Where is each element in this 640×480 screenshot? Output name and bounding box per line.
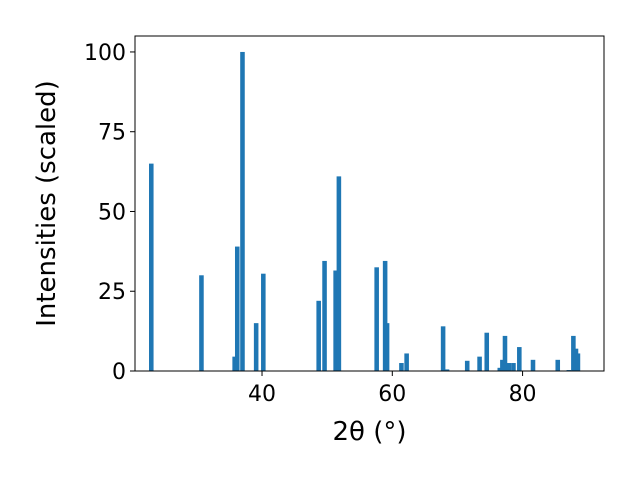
bar bbox=[240, 51, 245, 371]
y-tick-label: 25 bbox=[98, 280, 126, 305]
bar bbox=[530, 359, 536, 371]
x-axis: 40 60 80 bbox=[248, 371, 537, 407]
bar bbox=[440, 326, 446, 371]
bar bbox=[374, 267, 379, 371]
bar bbox=[444, 369, 450, 371]
bar bbox=[253, 323, 259, 371]
bar bbox=[555, 359, 561, 371]
y-tick-label: 75 bbox=[98, 121, 126, 146]
bar bbox=[261, 273, 266, 371]
bar bbox=[333, 270, 338, 371]
y-axis-label: Intensities (scaled) bbox=[32, 80, 62, 327]
y-tick-label: 0 bbox=[112, 360, 126, 385]
bar bbox=[511, 363, 516, 371]
bar bbox=[502, 335, 508, 371]
bar bbox=[404, 353, 409, 371]
bar bbox=[477, 356, 482, 371]
bar bbox=[322, 260, 327, 371]
x-tick-label: 60 bbox=[378, 382, 406, 407]
bar bbox=[234, 246, 240, 371]
bar bbox=[506, 363, 512, 371]
bar bbox=[399, 363, 404, 371]
y-axis: 0 25 50 75 100 bbox=[84, 41, 135, 385]
bar bbox=[575, 353, 581, 371]
x-tick-label: 80 bbox=[509, 382, 537, 407]
bar bbox=[384, 323, 390, 371]
bar bbox=[316, 300, 321, 371]
bar bbox=[336, 176, 342, 371]
bar bbox=[500, 359, 505, 371]
y-tick-label: 100 bbox=[84, 41, 126, 66]
bars-group bbox=[149, 51, 581, 371]
bar bbox=[149, 163, 154, 371]
bar bbox=[571, 335, 576, 371]
x-tick-label: 40 bbox=[248, 382, 276, 407]
bar bbox=[232, 356, 237, 371]
plot-frame bbox=[134, 35, 605, 372]
bar bbox=[484, 332, 490, 371]
y-tick-label: 50 bbox=[98, 200, 126, 225]
bar bbox=[382, 260, 388, 371]
bar bbox=[517, 347, 522, 371]
bar bbox=[464, 360, 470, 371]
x-axis-label: 2θ (°) bbox=[332, 417, 406, 447]
bar bbox=[497, 367, 503, 371]
bar bbox=[199, 275, 204, 371]
